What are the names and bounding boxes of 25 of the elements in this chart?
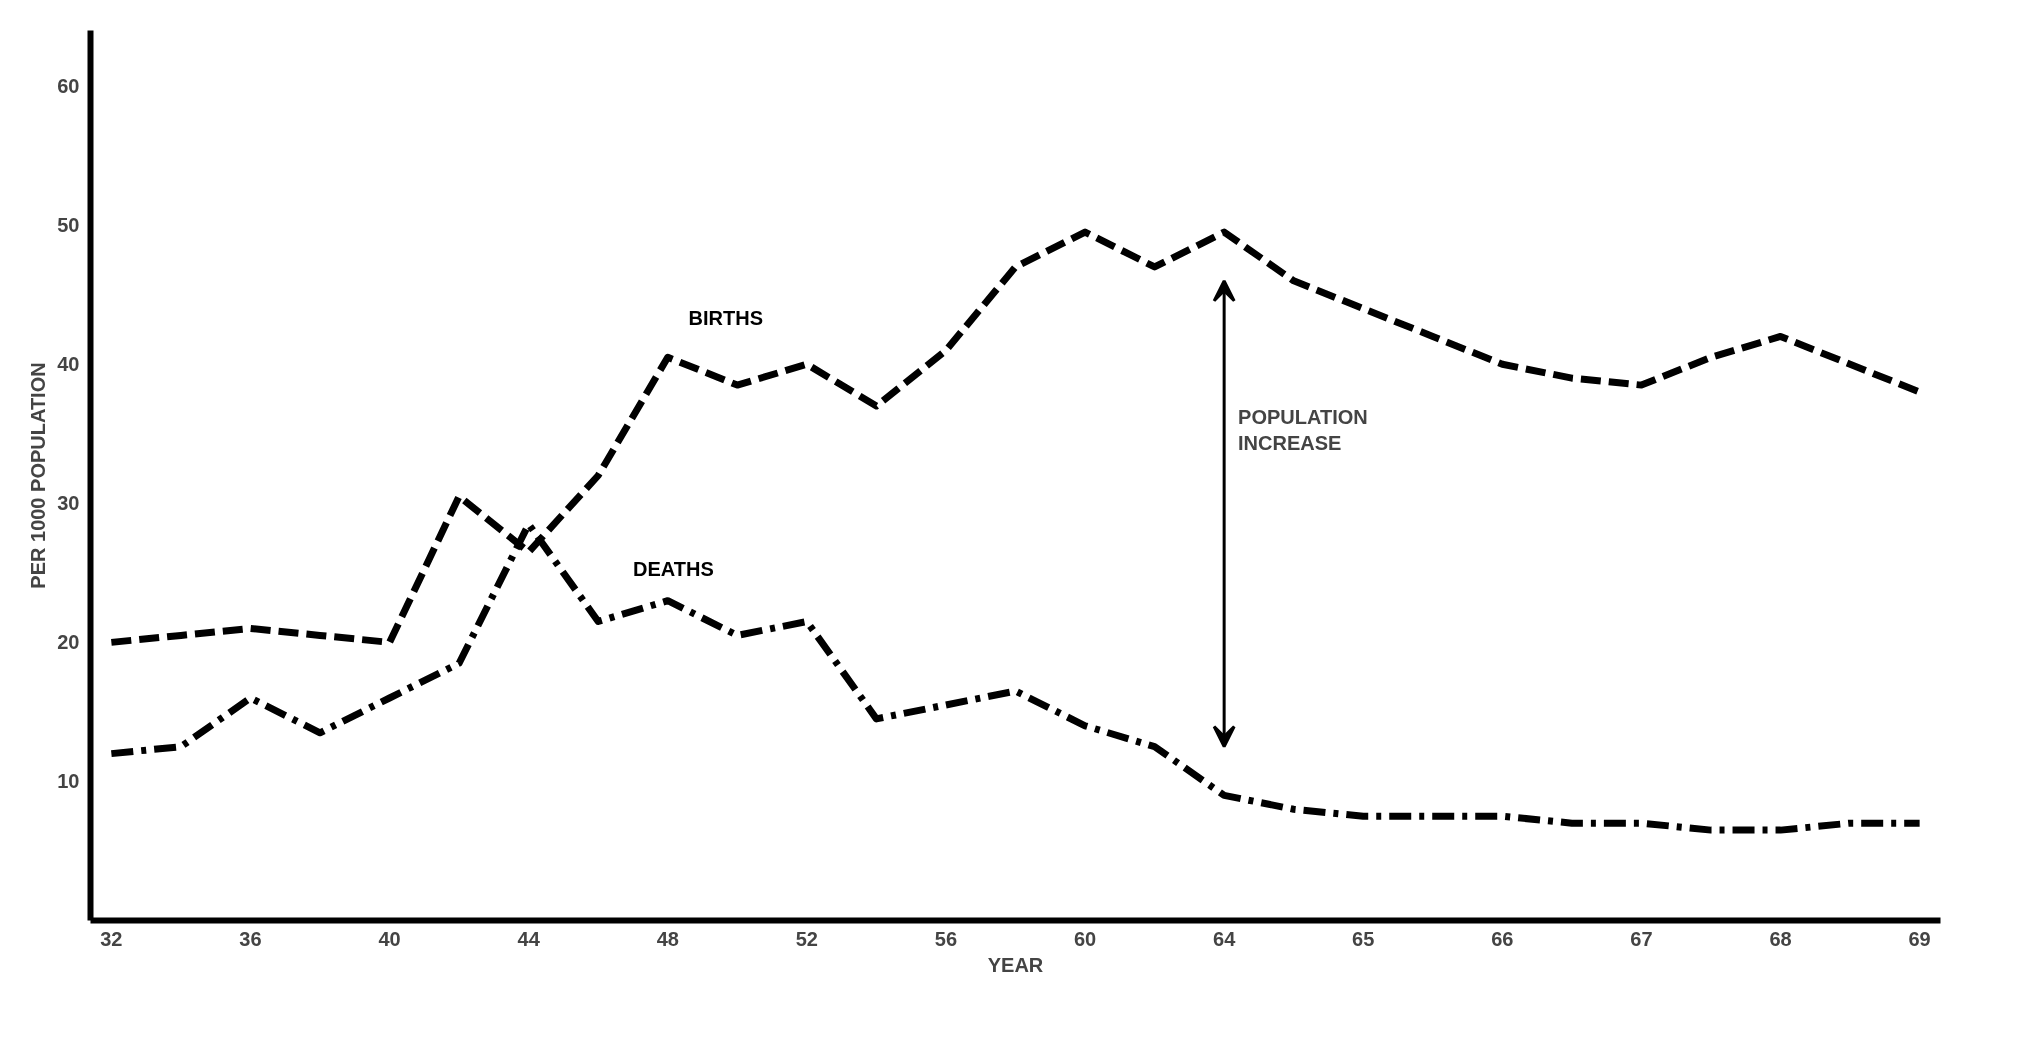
x-tick-label: 68 bbox=[1769, 927, 1792, 950]
y-axis-title: PER 1000 POPULATION bbox=[27, 362, 50, 589]
y-tick-label: 30 bbox=[57, 492, 80, 515]
series-label: BIRTHS bbox=[688, 307, 764, 330]
x-tick-label: 69 bbox=[1908, 927, 1931, 950]
annotation: POPULATION INCREASE bbox=[1238, 406, 1368, 455]
x-tick-label: 32 bbox=[100, 927, 123, 950]
y-tick-label: 50 bbox=[57, 214, 80, 237]
x-tick-label: 66 bbox=[1491, 927, 1514, 950]
x-tick-label: 56 bbox=[934, 927, 958, 950]
x-tick-label: 36 bbox=[239, 927, 262, 950]
x-axis-title: YEAR bbox=[987, 953, 1044, 976]
x-tick-label: 64 bbox=[1213, 927, 1237, 950]
y-tick-label: 40 bbox=[57, 353, 80, 376]
x-tick-label: 40 bbox=[378, 927, 401, 950]
x-tick-label: 48 bbox=[656, 927, 679, 950]
x-tick-label: 67 bbox=[1630, 927, 1653, 950]
x-tick-label: 60 bbox=[1073, 927, 1097, 950]
y-tick-label: 10 bbox=[57, 770, 80, 793]
x-tick-label: 52 bbox=[795, 927, 818, 950]
x-tick-label: 65 bbox=[1352, 927, 1375, 950]
x-tick-label: 44 bbox=[517, 927, 541, 950]
series-label: DEATHS bbox=[632, 557, 714, 580]
y-tick-label: 60 bbox=[57, 75, 80, 98]
y-tick-label: 20 bbox=[57, 631, 80, 654]
